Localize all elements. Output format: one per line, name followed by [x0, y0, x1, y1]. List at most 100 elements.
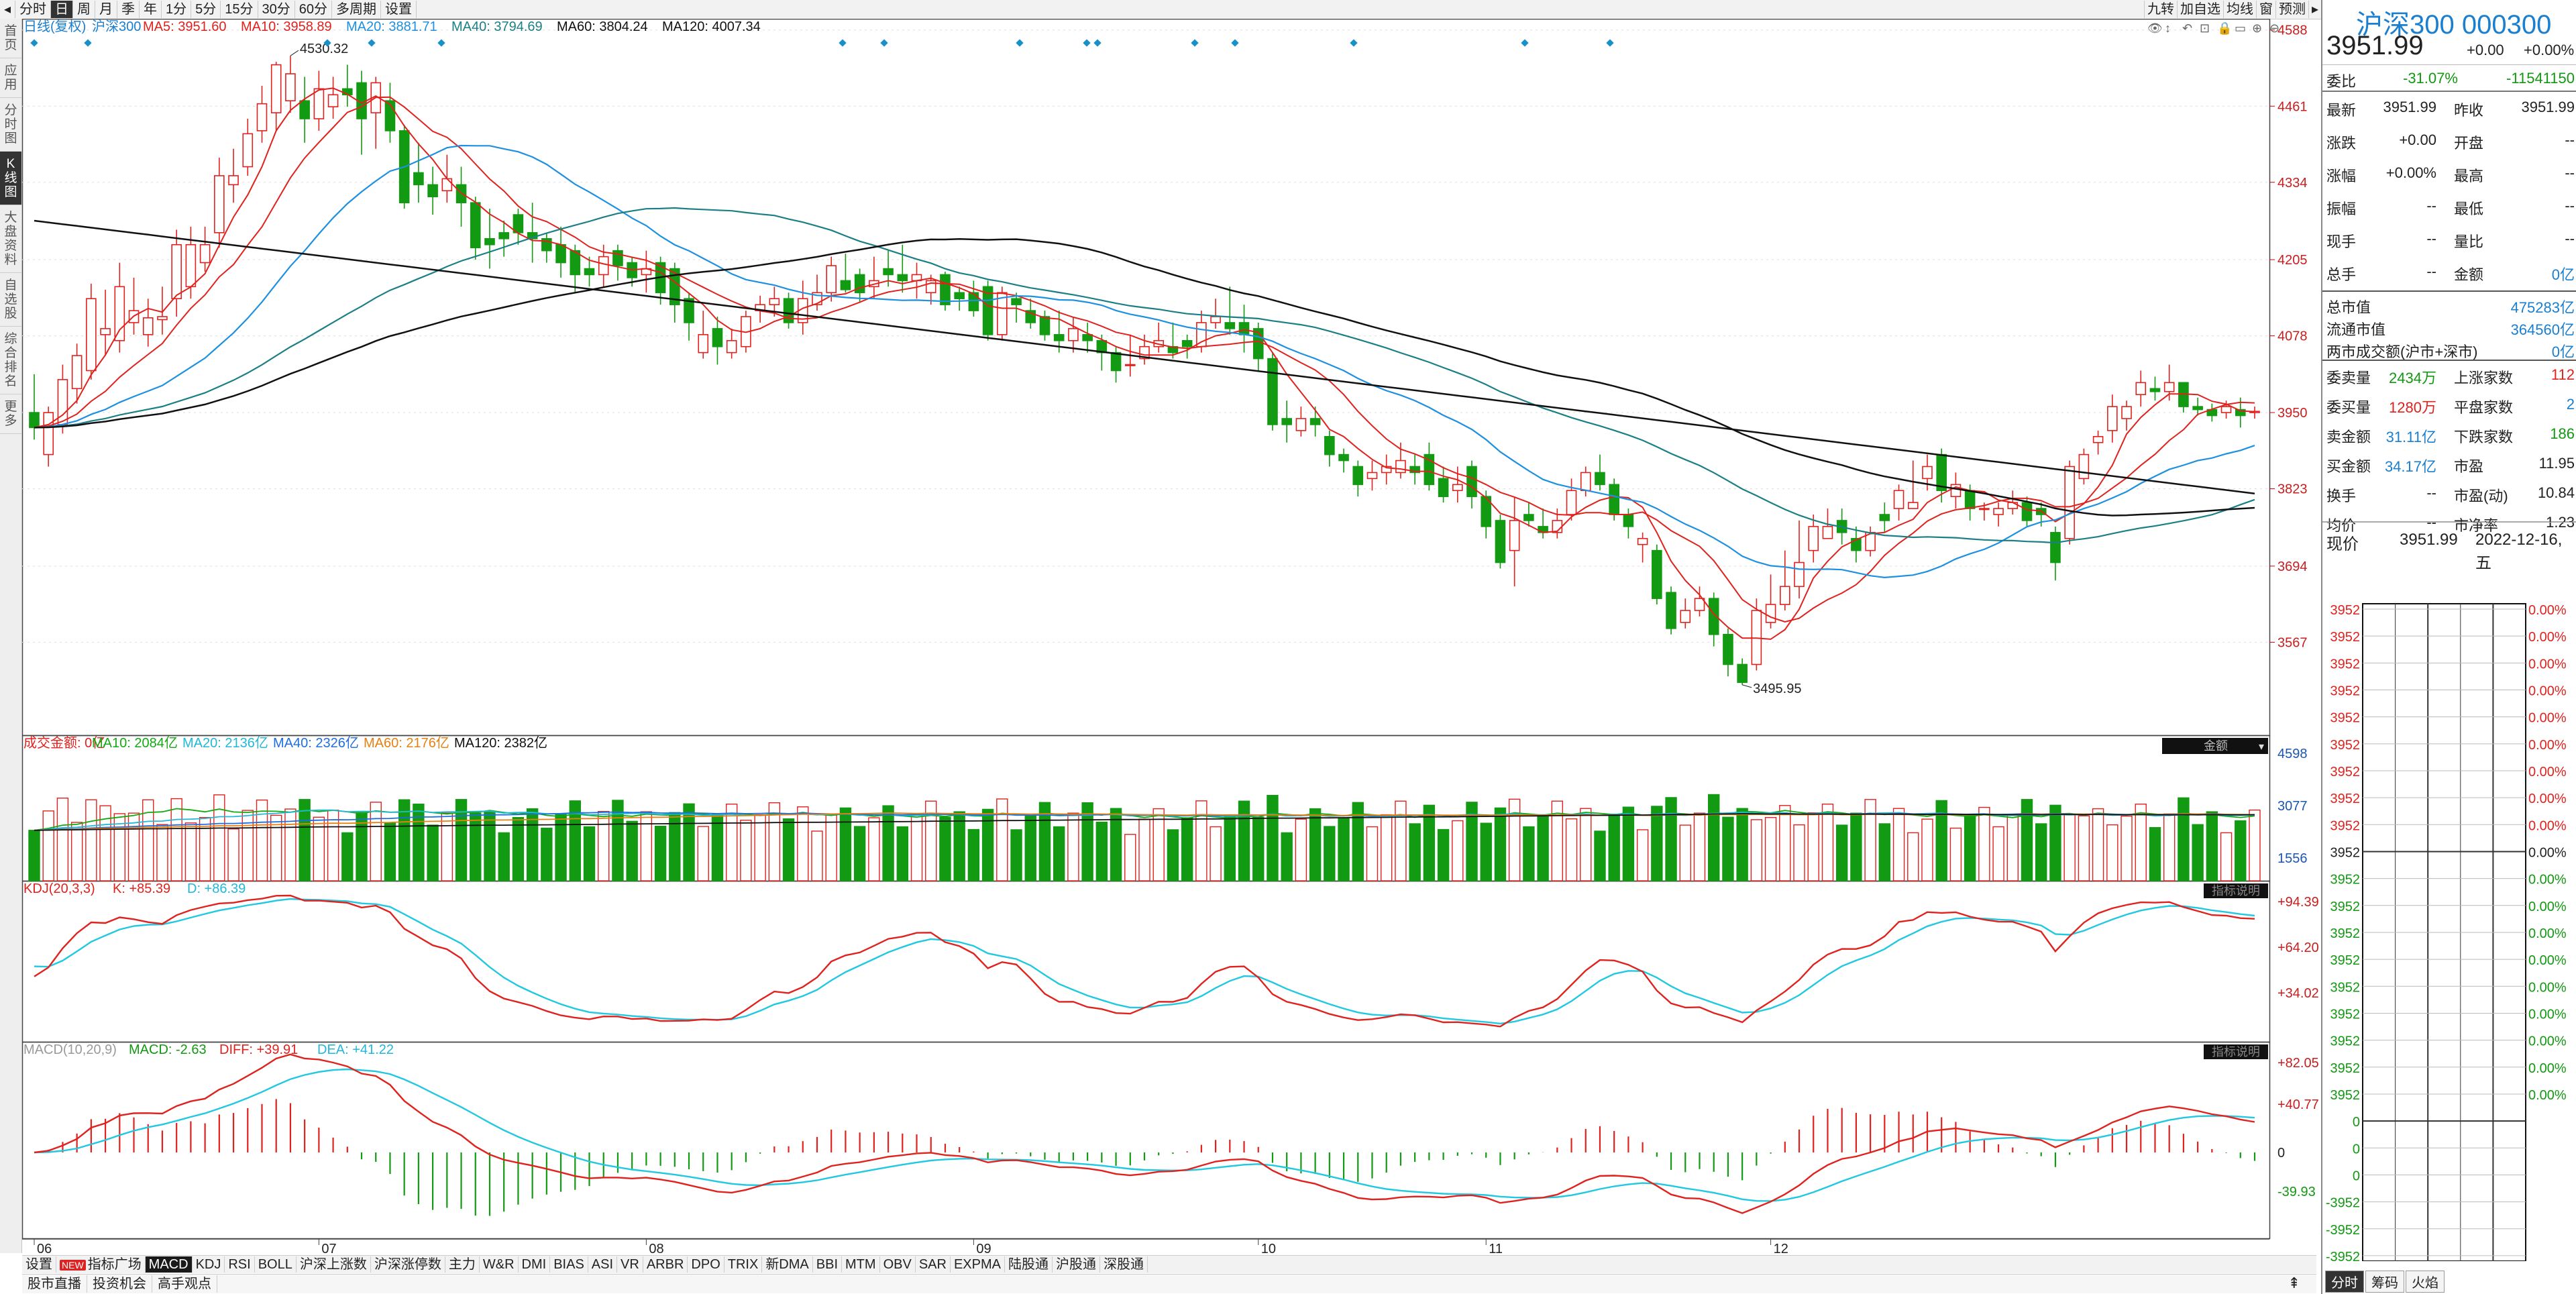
indicator-tab-2[interactable]: MACD [145, 1256, 193, 1273]
indicator-tab-10[interactable]: DMI [519, 1256, 551, 1273]
toolbar-next-button[interactable]: ▸ [2308, 1, 2321, 18]
indicator-tab-24[interactable]: 沪股通 [1053, 1256, 1100, 1273]
chart-tool-icon[interactable]: ⊕ [2252, 21, 2262, 35]
left-nav-item-7[interactable]: 更多 [0, 394, 21, 434]
toolbar-right-2[interactable]: 均线 [2222, 1, 2256, 18]
left-nav-item-1[interactable]: 应用 [0, 58, 21, 98]
indicator-tab-18[interactable]: BBI [813, 1256, 843, 1273]
period-tab-7[interactable]: 5分 [191, 1, 221, 18]
event-marker-icon[interactable] [1350, 39, 1358, 47]
panel-tab-1[interactable]: 筹码 [2365, 1271, 2404, 1293]
event-marker-icon[interactable] [30, 39, 38, 47]
toolbar-right-0[interactable]: 九转 [2143, 1, 2177, 18]
indicator-tab-8[interactable]: 主力 [445, 1256, 480, 1273]
mini-right-label: 0.00% [2528, 1061, 2567, 1076]
candle [157, 286, 168, 335]
indicator-tab-7[interactable]: 沪深涨停数 [371, 1256, 445, 1273]
macd-tick-label: +82.05 [2277, 1056, 2319, 1071]
chart-tool-icon[interactable]: 👁 [2147, 21, 2163, 35]
period-tab-4[interactable]: 季 [117, 1, 140, 18]
chart-tool-icon[interactable]: ↶ [2182, 21, 2192, 35]
toolbar-right-4[interactable]: 预测 [2275, 1, 2308, 18]
indicator-tab-12[interactable]: ASI [588, 1256, 618, 1273]
toolbar-right-3[interactable]: 窗 [2255, 1, 2275, 18]
candle [940, 271, 951, 311]
left-nav-item-2[interactable]: 分时图 [0, 98, 21, 152]
bottom-tab-0[interactable]: 股市直播 [22, 1275, 87, 1293]
macd-help-button[interactable] [2204, 1044, 2268, 1059]
period-tab-5[interactable]: 年 [140, 1, 162, 18]
event-marker-icon[interactable] [839, 39, 847, 47]
indicator-tab-21[interactable]: SAR [916, 1256, 951, 1273]
left-nav-item-0[interactable]: 首页 [0, 19, 21, 58]
left-nav-item-6[interactable]: 综合排名 [0, 327, 21, 394]
expand-arrow-icon[interactable]: ⇞ [2288, 1275, 2300, 1291]
event-marker-icon[interactable] [368, 39, 376, 47]
period-tab-9[interactable]: 30分 [258, 1, 295, 18]
indicator-tab-4[interactable]: RSI [225, 1256, 255, 1273]
period-tab-12[interactable]: 设置 [381, 1, 417, 18]
event-marker-icon[interactable] [437, 39, 445, 47]
event-marker-icon[interactable] [1606, 39, 1614, 47]
indicator-tab-14[interactable]: ARBR [643, 1256, 688, 1273]
panel-tab-0[interactable]: 分时 [2325, 1271, 2364, 1293]
chart-tool-icon[interactable]: ⊡ [2200, 21, 2210, 35]
period-tab-0[interactable]: 分时 [15, 1, 52, 18]
chart-tool-icon[interactable]: 🔒 [2217, 21, 2232, 35]
event-marker-icon[interactable] [1016, 39, 1024, 47]
amount-select[interactable] [2162, 738, 2268, 754]
indicator-tab-1[interactable]: NEW 指标广场 [56, 1256, 146, 1273]
volume-bar [1366, 826, 1379, 881]
indicator-tab-3[interactable]: KDJ [193, 1256, 225, 1273]
period-tab-3[interactable]: 月 [95, 1, 118, 18]
kline-chart-area[interactable]: 4588 4461 4334 4205 4078 3950 3823 3694 3567 4530… [22, 19, 2320, 1255]
toolbar-prev-button[interactable]: ◂ [0, 1, 16, 18]
bottom-tab-1[interactable]: 投资机会 [87, 1275, 152, 1293]
event-marker-icon[interactable] [1521, 39, 1529, 47]
chart-tool-icon[interactable]: ↕ [2165, 21, 2171, 35]
event-marker-icon[interactable] [1093, 39, 1102, 47]
volume-bar [498, 832, 510, 881]
kdj-tick-label: +34.02 [2277, 986, 2319, 1001]
period-tab-11[interactable]: 多周期 [332, 1, 382, 18]
chart-tool-icon[interactable]: ▭ [2235, 21, 2246, 35]
indicator-tab-19[interactable]: MTM [842, 1256, 880, 1273]
indicator-tab-11[interactable]: BIAS [550, 1256, 588, 1273]
left-nav-item-5[interactable]: 自选股 [0, 273, 21, 327]
indicator-tab-0[interactable]: 设置 [22, 1256, 56, 1273]
indicator-tab-16[interactable]: TRIX [724, 1256, 763, 1273]
indicator-tab-5[interactable]: BOLL [255, 1256, 297, 1273]
indicator-tab-15[interactable]: DPO [688, 1256, 724, 1273]
period-tab-1[interactable]: 日 [51, 1, 74, 18]
toolbar-right-1[interactable]: 加自选 [2176, 1, 2223, 18]
panel-tab-2[interactable]: 火焰 [2406, 1271, 2445, 1293]
candle [1295, 407, 1307, 437]
indicator-tab-23[interactable]: 陆股通 [1005, 1256, 1053, 1273]
macd-dea-line [34, 1068, 2255, 1202]
event-marker-icon[interactable] [880, 39, 888, 47]
mini-intraday-chart[interactable]: 3952 0.00% 3952 0.00% 3952 0.00% 3952 0.00% 3952… [2322, 590, 2576, 1261]
event-marker-icon[interactable] [1231, 39, 1239, 47]
candle [1238, 305, 1250, 353]
period-tab-10[interactable]: 60分 [295, 1, 333, 18]
indicator-tab-9[interactable]: W&R [480, 1256, 519, 1273]
event-marker-icon[interactable] [1191, 39, 1199, 47]
period-tab-8[interactable]: 15分 [221, 1, 258, 18]
period-tab-2[interactable]: 周 [73, 1, 96, 18]
left-nav-item-4[interactable]: 大盘资料 [0, 205, 21, 273]
mini-left-label: 3952 [2330, 873, 2361, 887]
event-marker-icon[interactable] [1083, 39, 1091, 47]
period-tab-6[interactable]: 1分 [162, 1, 192, 18]
indicator-tab-22[interactable]: EXPMA [951, 1256, 1005, 1273]
indicator-tab-13[interactable]: VR [617, 1256, 643, 1273]
indicator-tab-25[interactable]: 深股通 [1100, 1256, 1148, 1273]
kdj-help-button[interactable] [2204, 883, 2268, 898]
chart-tool-icon[interactable]: ⊖ [2269, 21, 2279, 35]
candle [1652, 544, 1662, 605]
event-marker-icon[interactable] [84, 39, 92, 47]
indicator-tab-6[interactable]: 沪深上涨数 [297, 1256, 371, 1273]
indicator-tab-20[interactable]: OBV [880, 1256, 916, 1273]
indicator-tab-17[interactable]: 新DMA [762, 1256, 813, 1273]
bottom-tab-2[interactable]: 高手观点 [152, 1275, 217, 1293]
